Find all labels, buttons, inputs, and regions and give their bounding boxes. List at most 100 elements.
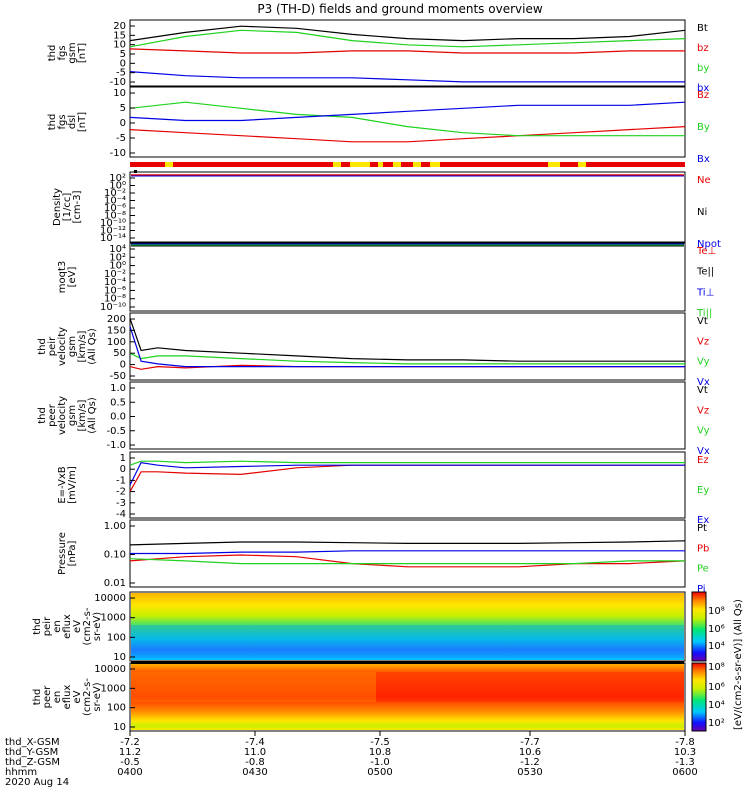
x-axis-value-0-2: -7.5: [370, 737, 390, 748]
panel-frame-fgs-dsl: [129, 86, 686, 158]
peir_velocity-ylabel-2: velocity: [57, 327, 68, 366]
peir_velocity-ylabel-3: gsm: [67, 336, 78, 357]
panel-frame-temperature: [129, 242, 686, 312]
temperature-ytick-7: 10⁻¹⁰: [100, 302, 126, 313]
x-axis-value-0-4: -7.8: [675, 737, 695, 748]
x-axis-value-0-0: -7.2: [120, 737, 140, 748]
fgs_dsl-legend-1: By: [697, 122, 710, 133]
colorbar-tick-ion-3: 10⁴: [708, 641, 725, 652]
peer-spectrogram: [131, 661, 684, 730]
pressure-series-pb: [129, 554, 686, 568]
colorbar-tick-el-1: 10⁸: [708, 662, 725, 673]
peer_velocity-ytick-2: 0.0: [110, 412, 126, 423]
x-axis-value-1-3: 10.6: [519, 747, 541, 758]
x-axis-value-1-2: 10.8: [369, 747, 391, 758]
mode-bar-yellow-5: [393, 162, 401, 167]
mode-bar-yellow-1: [165, 162, 173, 167]
pressure-series-pt: [129, 540, 686, 546]
peir_velocity-ylabel-4: [km/s]: [77, 330, 88, 362]
peer_spec-ylabel-1: peer: [42, 685, 53, 709]
temperature-ytick-2: 10⁰: [109, 261, 126, 272]
x-axis-value-3-1: 0430: [242, 767, 267, 778]
fgs_dsl-ylabel-2: dsl: [67, 115, 78, 129]
peir_velocity-ytick-3: 50: [113, 348, 126, 359]
peer_velocity-ylabel-3: gsm: [67, 405, 78, 426]
pressure-ylabel-1: [nPa]: [67, 540, 78, 566]
temperature-ytick-3: 10⁻²: [104, 269, 126, 280]
efield-legend-2: Ex: [697, 515, 709, 526]
temperature-ylabel-1: [eV]: [67, 267, 78, 288]
peir_spec-ytick-2: 100: [107, 632, 126, 643]
density-ytick-5: 10⁻⁸: [104, 211, 126, 222]
mode-bar-marker: [134, 170, 137, 173]
temperature-legend-2: Ti⊥: [696, 287, 714, 298]
peer_spec-ylabel-4: eV: [72, 690, 83, 703]
efield-ytick-4: -3: [116, 498, 126, 509]
peir_velocity-ytick-5: -50: [110, 371, 126, 382]
density-ytick-3: 10⁻⁴: [104, 196, 126, 207]
peir_spec-ylabel-2: en: [52, 620, 63, 633]
fgs_dsl-series-bx: [129, 101, 686, 122]
temperature-ytick-4: 10⁻⁴: [104, 277, 126, 288]
density-ytick-6: 10⁻¹⁰: [100, 218, 126, 229]
x-axis-value-1-1: 11.0: [244, 747, 266, 758]
fgs_dsl-ytick-2: 0: [120, 118, 126, 129]
temperature-legend-3: Ti||: [696, 308, 712, 319]
pressure-legend-0: Pt: [697, 523, 707, 534]
peer_velocity-ylabel-4: [km/s]: [77, 399, 88, 431]
peir-spectrogram-texture: [131, 625, 684, 658]
fgs_gsm-series-bt: [129, 25, 686, 42]
peer_spec-ylabel-0: thd: [32, 689, 43, 706]
fgs_gsm-series-by: [129, 29, 686, 48]
mode-bar-yellow-7: [430, 162, 440, 167]
density-legend-0: Ne: [697, 175, 711, 186]
density-ytick-7: 10⁻¹²: [100, 226, 126, 237]
pressure-series-pi: [130, 550, 685, 555]
peer_velocity-ytick-4: -1.0: [106, 440, 126, 451]
peir_velocity-ylabel-5: (All Qs): [87, 328, 98, 365]
temperature-ytick-0: 10⁴: [109, 244, 126, 255]
x-axis-value-3-3: 0530: [517, 767, 542, 778]
pressure-legend-2: Pe: [697, 564, 709, 575]
mode-bar-yellow-8: [548, 162, 560, 167]
mode-bar: [130, 162, 685, 173]
density-legend-1: Ni: [697, 207, 707, 218]
efield-series-ey: [129, 460, 685, 466]
mode-bar-yellow-2: [333, 162, 341, 167]
mode-bar-red: [130, 162, 685, 167]
fgs_gsm-ytick-2: 10: [113, 40, 126, 51]
peir_spec-ylabel-4: eV: [72, 620, 83, 633]
density-ylabel-2: [cm-3]: [72, 190, 83, 223]
x-axis-value-2-4: -1.3: [675, 757, 695, 768]
y-ticks-layer: 20151050-5-101050-5-1010²10⁰10⁻²10⁻⁴10⁻⁶…: [94, 21, 135, 733]
colorbar-tick-ion-1: 10⁸: [708, 606, 725, 617]
x-axis-row-label-3: hhmm: [5, 767, 37, 778]
density-ytick-1: 10⁰: [109, 181, 126, 192]
panel-frame-pressure: [129, 519, 686, 588]
colorbar-tick-el-2: 10⁶: [708, 682, 725, 693]
x-axis-value-0-3: -7.7: [520, 737, 540, 748]
peir_spec-ylabel-1: peir: [42, 616, 53, 636]
fgs_gsm-ytick-6: -10: [110, 77, 126, 88]
y-labels-layer: thd fgs gsm [nT]thd fgs dsl [nT]Density [1/cc][…: [32, 42, 103, 716]
x-axis-value-1-0: 11.2: [119, 747, 141, 758]
fgs_dsl-ytick-1: 5: [120, 103, 126, 114]
temperature-lines: [131, 243, 684, 247]
pressure-series-pe: [129, 558, 685, 565]
peir_velocity-legend-1: Vz: [697, 336, 709, 347]
peir_velocity-legend-2: Vy: [697, 357, 710, 368]
fgs_dsl-series-by: [129, 101, 685, 137]
fgs_dsl-ylabel-0: thd: [47, 114, 58, 131]
efield-legend-0: Ez: [697, 455, 709, 466]
efield-ylabel-1: [mV/m]: [67, 466, 78, 504]
fgs_dsl-ytick-4: -10: [110, 148, 126, 159]
peir_spec-ylabel-3: eflux: [62, 614, 73, 639]
peer_spec-ylabel-6: sr-eV): [92, 682, 103, 711]
x-axis-value-0-1: -7.4: [245, 737, 265, 748]
peir_velocity-ytick-0: 200: [107, 314, 126, 325]
fgs_gsm-legend-1: bz: [697, 43, 709, 54]
pressure-legend-1: Pb: [697, 543, 709, 554]
peer_spec-ylabel-5: (cm2-s-: [82, 678, 93, 716]
peer_spec-ytick-2: 100: [107, 703, 126, 714]
fgs_dsl-legend-2: Bx: [697, 154, 710, 165]
